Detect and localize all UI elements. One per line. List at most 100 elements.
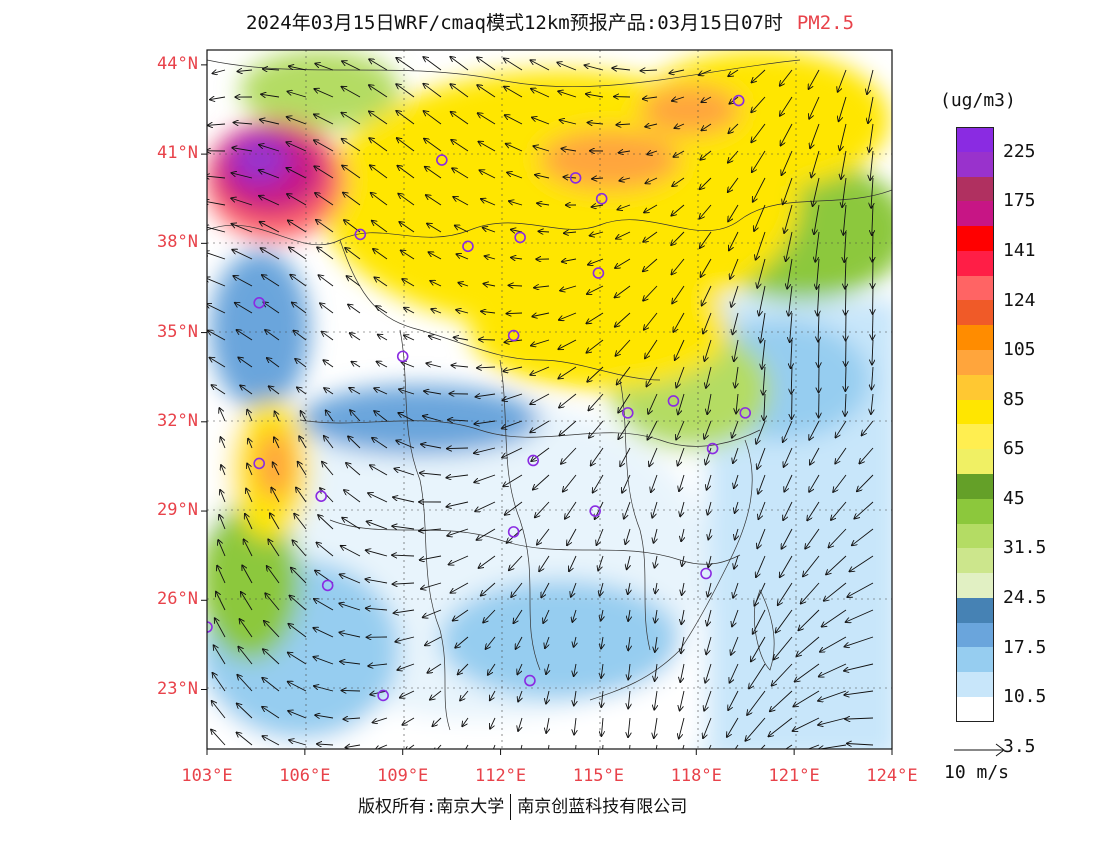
wind-vector (530, 60, 550, 71)
wind-vector (503, 366, 523, 371)
wind-vector (673, 312, 685, 332)
wind-vector (264, 621, 280, 638)
wind-vector (818, 690, 847, 701)
wind-vector (507, 528, 523, 543)
wind-vector (672, 97, 685, 101)
wind-vector (400, 690, 415, 698)
wind-vector (708, 555, 711, 567)
wind-vector (374, 388, 388, 395)
wind-vector (427, 224, 442, 233)
wind-vector (483, 609, 496, 622)
wind-vector (672, 177, 685, 186)
wind-vector (728, 177, 739, 192)
wind-vector (455, 226, 469, 233)
wind-vector (478, 113, 496, 125)
wind-vector (706, 366, 712, 388)
legend-swatch (956, 201, 994, 227)
wind-vector (231, 198, 253, 206)
wind-vector (672, 285, 685, 303)
wind-vector (586, 94, 604, 97)
wind-vector (587, 339, 604, 353)
wind-vector (274, 437, 280, 449)
wind-vector (700, 150, 712, 160)
wind-vector (477, 85, 496, 98)
legend-label: 105 (1003, 339, 1036, 361)
wind-vector (262, 275, 280, 287)
wind-vector (486, 636, 496, 649)
wind-vector (681, 528, 684, 541)
wind-vector (301, 411, 307, 422)
wind-vector (543, 609, 550, 623)
wind-vector (478, 142, 496, 152)
wind-vector (753, 177, 766, 202)
wind-vector (396, 58, 415, 71)
wind-vector (376, 306, 388, 314)
wind-vector (707, 474, 712, 490)
wind-vector (474, 447, 496, 453)
wind-vector (564, 232, 577, 233)
wind-vector (235, 303, 253, 314)
legend-swatch (956, 176, 994, 202)
city-marker (569, 172, 582, 184)
wind-vector (247, 464, 253, 476)
wind-vector (238, 647, 253, 665)
wind-vector (818, 339, 819, 367)
wind-vector (241, 592, 253, 611)
wind-vector (671, 258, 685, 274)
wind-vector (535, 175, 550, 178)
wind-vector (676, 366, 685, 387)
wind-vector (348, 305, 361, 314)
wind-vector (371, 193, 388, 206)
wind-vector (245, 514, 253, 530)
wind-vector (784, 204, 793, 233)
wind-vector (780, 96, 793, 116)
wind-vector (343, 193, 361, 206)
wind-vector (212, 701, 226, 719)
wind-vector (731, 636, 739, 655)
wind-vector (759, 285, 766, 315)
wind-vector (259, 145, 280, 152)
wind-vector (655, 636, 657, 652)
lat-label: 29°N (157, 500, 198, 521)
wind-vector (535, 501, 550, 517)
wind-vector (676, 420, 685, 439)
wind-vector (559, 312, 577, 320)
wind-vector (651, 474, 658, 492)
lat-label: 26°N (157, 589, 198, 610)
wind-vector (763, 366, 765, 395)
wind-vector (679, 717, 685, 738)
wind-vector (783, 420, 793, 442)
wind-vector (857, 474, 874, 491)
city-markers (207, 94, 752, 702)
wind-vector (669, 70, 685, 73)
lat-label: 44°N (157, 53, 198, 74)
wind-vector (764, 393, 765, 420)
wind-vector (317, 247, 334, 260)
wind-vector (393, 497, 415, 503)
wind-vector (314, 89, 334, 98)
wind-vector (532, 313, 550, 317)
wind-vector (299, 436, 307, 449)
wind-vector (476, 394, 496, 397)
wind-vector (754, 204, 766, 231)
wind-vector (211, 730, 226, 746)
wind-vector (781, 123, 793, 145)
city-marker (253, 457, 265, 470)
color-legend (956, 127, 996, 722)
wind-vector (292, 540, 307, 557)
wind-vector (700, 231, 712, 248)
wind-vector (868, 96, 874, 123)
wind-vector (458, 283, 469, 286)
wind-vector (293, 331, 307, 341)
wind-vector (819, 663, 847, 676)
wind-vector (612, 68, 631, 70)
plot-frame (206, 49, 893, 750)
wind-vector (314, 114, 334, 125)
wind-vector (507, 172, 523, 179)
wind-vector (349, 388, 361, 395)
legend-label: 31.5 (1003, 537, 1047, 559)
wind-vector (732, 609, 739, 626)
wind-vector (708, 528, 711, 539)
city-marker (253, 297, 265, 309)
wind-vector (560, 285, 577, 291)
